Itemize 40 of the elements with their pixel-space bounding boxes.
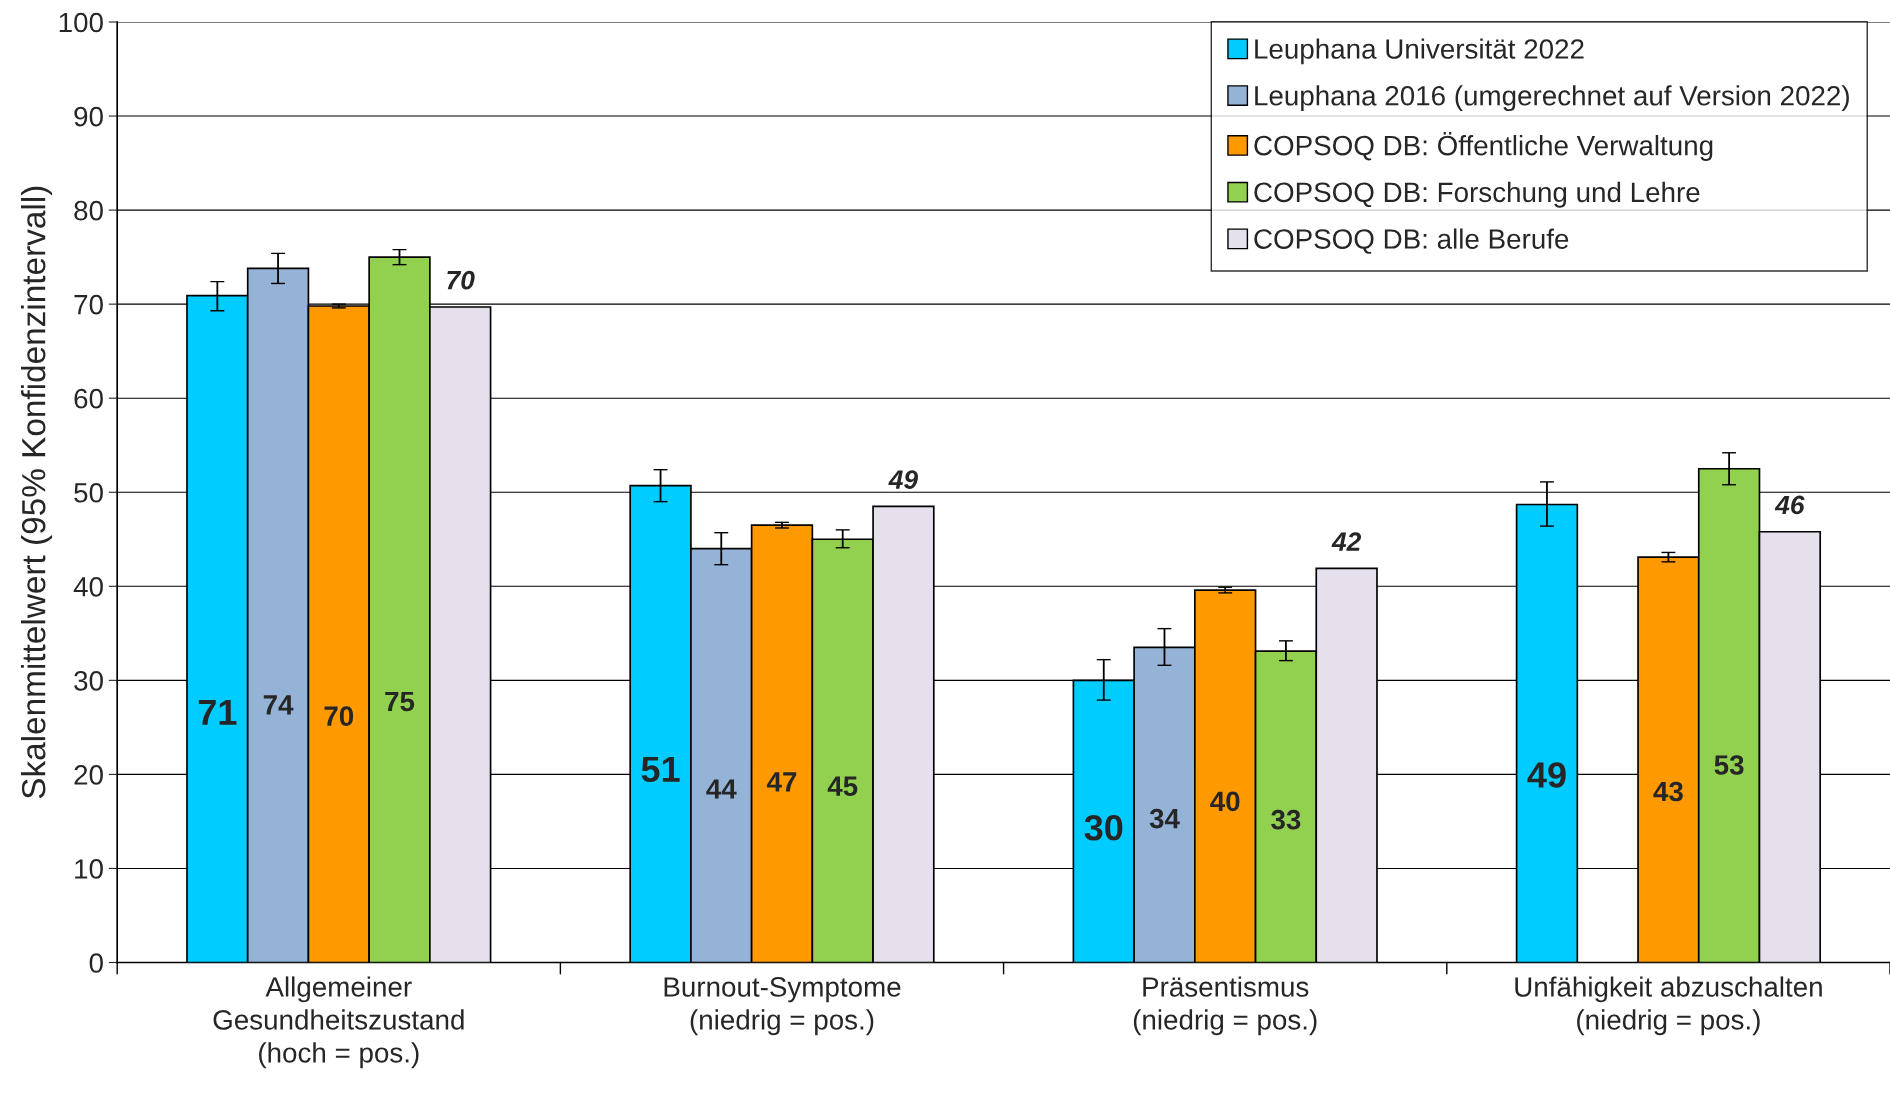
- data-label: 51: [641, 756, 680, 783]
- x-tick-label: Unfähigkeit abzuschalten (niedrig = pos.): [1515, 976, 1822, 1036]
- legend-label: Leuphana 2016 (umgerechnet auf Version 2022): [1255, 85, 1849, 112]
- legend-label: COPSOQ DB: Forschung und Lehre: [1254, 181, 1700, 208]
- data-label: 70: [324, 706, 354, 726]
- legend-label: COPSOQ DB: Öffentliche Verwaltung: [1254, 131, 1713, 161]
- data-label: 33: [1271, 809, 1301, 830]
- data-label: 75: [385, 691, 415, 712]
- data-label: 47: [766, 772, 797, 792]
- data-label: 46: [1774, 495, 1805, 515]
- data-label: 53: [1714, 755, 1744, 775]
- y-tick-label: 100: [59, 12, 103, 33]
- x-tick-label: Präsentismus (niedrig = pos.): [1133, 976, 1317, 1036]
- y-tick-label: 0: [89, 953, 103, 973]
- y-tick-label: 60: [74, 388, 103, 409]
- data-label: 49: [888, 470, 918, 489]
- data-label: 44: [706, 779, 737, 799]
- legend-label: COPSOQ DB: alle Berufe: [1254, 228, 1569, 254]
- y-tick-label: 80: [74, 200, 103, 221]
- data-label: 34: [1149, 808, 1180, 829]
- x-tick-label: Allgemeiner Gesundheitszustand (hoch = pos.): [213, 976, 464, 1069]
- x-tick-label: Burnout-Symptome (niedrig = pos.): [664, 977, 901, 1036]
- data-label: 74: [263, 695, 294, 715]
- data-label: 30: [1084, 814, 1123, 841]
- y-tick-label: 40: [73, 576, 103, 597]
- y-tick-label: 70: [74, 294, 103, 315]
- y-tick-label: 30: [74, 671, 103, 691]
- data-label: 71: [198, 699, 237, 725]
- data-label: 70: [447, 270, 475, 290]
- y-axis-title: Skalenmittelwert (95% Konfidenzintervall): [21, 186, 53, 799]
- data-label: 49: [1527, 762, 1566, 788]
- data-label: 42: [1331, 532, 1362, 551]
- y-tick-label: 90: [74, 106, 103, 127]
- y-tick-label: 50: [74, 482, 103, 503]
- data-label: 40: [1210, 791, 1240, 812]
- y-tick-label: 20: [74, 765, 103, 785]
- data-label: 45: [827, 776, 858, 796]
- y-tick-label: 10: [75, 859, 103, 879]
- data-label: 43: [1653, 781, 1683, 802]
- legend-label: Leuphana Universität 2022: [1255, 38, 1584, 65]
